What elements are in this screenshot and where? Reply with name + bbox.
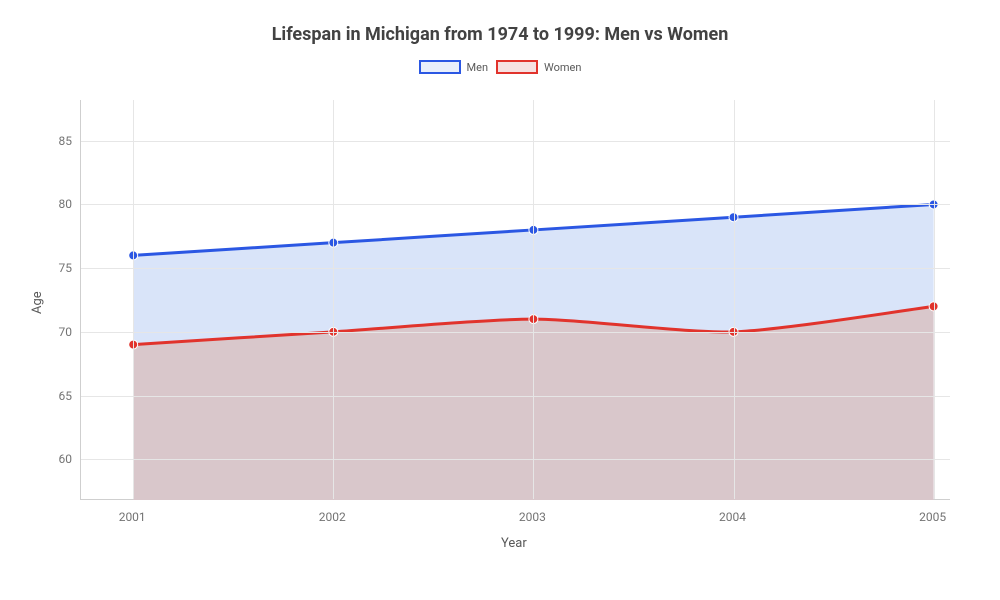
chart-svg: [81, 100, 950, 499]
y-tick-label: 65: [52, 389, 72, 403]
grid-line-v: [133, 100, 134, 499]
legend: Men Women: [0, 60, 1000, 74]
legend-label-women: Women: [544, 61, 581, 74]
x-tick-label: 2003: [519, 510, 546, 524]
y-tick-label: 80: [52, 197, 72, 211]
grid-line-h: [81, 141, 950, 142]
legend-item-men: Men: [419, 60, 489, 74]
grid-line-h: [81, 268, 950, 269]
y-tick-label: 85: [52, 134, 72, 148]
y-tick-label: 70: [52, 325, 72, 339]
grid-line-h: [81, 332, 950, 333]
grid-line-v: [934, 100, 935, 499]
legend-swatch-men: [419, 60, 461, 74]
x-axis-title: Year: [501, 536, 527, 551]
grid-line-h: [81, 396, 950, 397]
grid-line-v: [533, 100, 534, 499]
x-tick-label: 2001: [119, 510, 146, 524]
grid-line-h: [81, 204, 950, 205]
grid-line-h: [81, 459, 950, 460]
plot-area: [80, 100, 950, 500]
chart-title: Lifespan in Michigan from 1974 to 1999: …: [0, 24, 1000, 45]
x-tick-label: 2005: [919, 510, 946, 524]
y-tick-label: 75: [52, 261, 72, 275]
y-tick-label: 60: [52, 452, 72, 466]
grid-line-v: [734, 100, 735, 499]
x-tick-label: 2002: [319, 510, 346, 524]
grid-line-v: [333, 100, 334, 499]
x-tick-label: 2004: [719, 510, 746, 524]
legend-item-women: Women: [496, 60, 581, 74]
y-axis-title: Age: [30, 291, 45, 314]
legend-swatch-women: [496, 60, 538, 74]
legend-label-men: Men: [467, 61, 489, 74]
